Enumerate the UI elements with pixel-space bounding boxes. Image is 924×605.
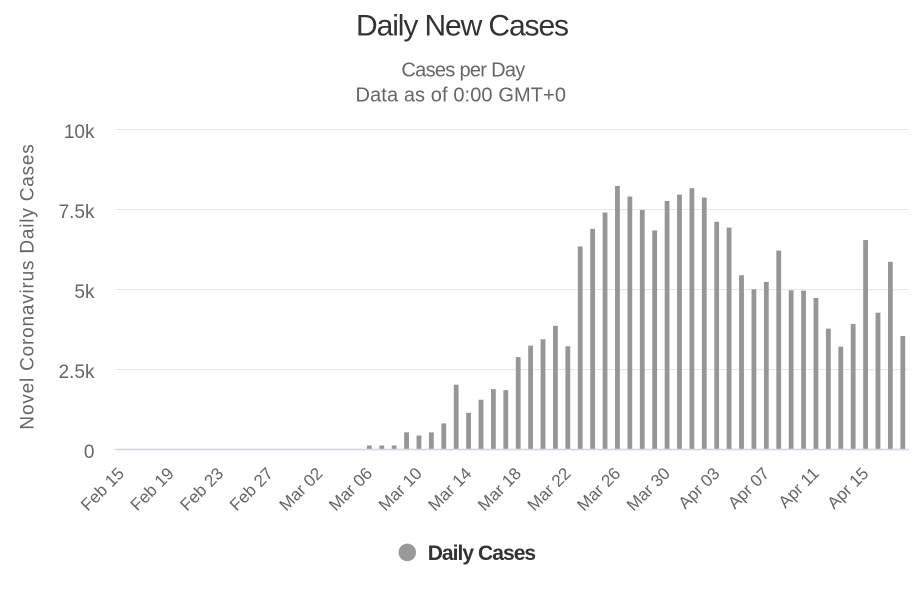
svg-text:Novel Coronavirus Daily Cases: Novel Coronavirus Daily Cases xyxy=(18,143,39,429)
svg-text:Cases per Day: Cases per Day xyxy=(401,60,525,82)
svg-text:0: 0 xyxy=(84,442,95,463)
svg-text:2.5k: 2.5k xyxy=(59,362,95,383)
svg-text:7.5k: 7.5k xyxy=(59,202,95,223)
svg-text:Daily New Cases: Daily New Cases xyxy=(356,10,568,43)
svg-text:10k: 10k xyxy=(64,122,95,143)
svg-text:5k: 5k xyxy=(74,282,95,303)
svg-text:Data as of 0:00 GMT+0: Data as of 0:00 GMT+0 xyxy=(356,84,567,106)
svg-text:Daily Cases: Daily Cases xyxy=(428,542,536,565)
